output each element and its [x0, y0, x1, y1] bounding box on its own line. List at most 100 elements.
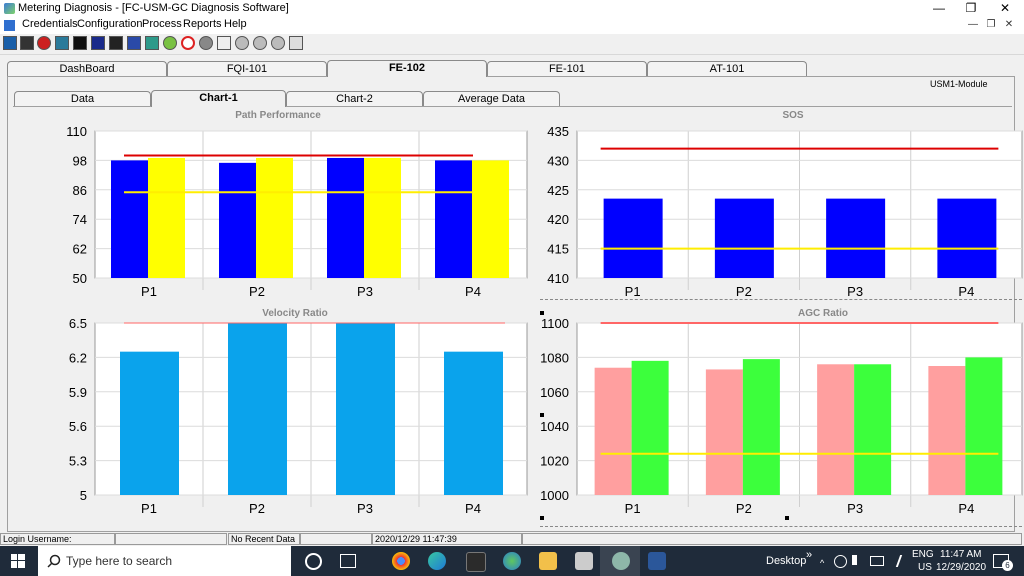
menu-configuration[interactable]: Configuration: [77, 18, 143, 30]
tray-up-icon[interactable]: ^: [820, 558, 825, 568]
y-tick-label: 86: [73, 183, 87, 198]
exit-icon[interactable]: [289, 36, 303, 50]
calculator-icon[interactable]: [575, 552, 593, 570]
stop-icon[interactable]: [181, 36, 195, 50]
x-tick-label: P1: [625, 284, 641, 299]
input-language[interactable]: ENG: [912, 549, 934, 560]
tab-dashboard[interactable]: DashBoard: [7, 61, 167, 76]
chart-1: 410 415 420 425 430 435 P1 P2 P3 P4 SOS: [547, 110, 1023, 299]
status-bar: Login Username: ENGINEE No Recent Data 2…: [0, 533, 1024, 555]
settings-icon[interactable]: [163, 36, 177, 50]
desktop-toolbar-label[interactable]: Desktop: [766, 555, 807, 567]
y-tick-label: 5.3: [69, 454, 87, 469]
bar: [826, 198, 886, 278]
chevron-icon[interactable]: »: [806, 549, 813, 561]
y-tick-label: 425: [547, 183, 569, 198]
tab-chart-2[interactable]: Chart-2: [286, 91, 423, 106]
bar: [937, 198, 997, 278]
status-blank: [115, 533, 227, 545]
network-globe-icon[interactable]: [834, 555, 847, 568]
chrome-icon[interactable]: [392, 552, 410, 570]
close-button[interactable]: ✕: [999, 1, 1011, 15]
tab-at-101[interactable]: AT-101: [647, 61, 807, 76]
tab-fqi-101[interactable]: FQI-101: [167, 61, 327, 76]
clock-time[interactable]: 11:47 AM: [940, 549, 982, 560]
minimize-button[interactable]: —: [933, 1, 945, 15]
battery-icon[interactable]: [870, 556, 884, 566]
mdi-minimize-button[interactable]: —: [968, 19, 978, 30]
mdi-restore-button[interactable]: ❐: [986, 19, 996, 30]
x-tick-label: P4: [958, 501, 974, 516]
menu-reports[interactable]: Reports: [183, 18, 222, 30]
network-icon[interactable]: [91, 36, 105, 50]
notification-count: 6: [1002, 560, 1013, 571]
wrench-icon[interactable]: [271, 36, 285, 50]
record-icon[interactable]: [37, 36, 51, 50]
monitor-icon[interactable]: [127, 36, 141, 50]
y-tick-label: 5.9: [69, 385, 87, 400]
input-region[interactable]: US: [918, 562, 932, 573]
resize-handle[interactable]: [540, 516, 544, 520]
bar: [435, 160, 472, 278]
chart-icon[interactable]: [145, 36, 159, 50]
recent-status: No Recent Data: [228, 533, 300, 545]
resize-handle[interactable]: [540, 311, 544, 315]
resize-handle[interactable]: [540, 413, 544, 417]
app-icon-1[interactable]: [466, 552, 486, 572]
pen-icon[interactable]: [887, 555, 903, 567]
print-icon[interactable]: [73, 36, 87, 50]
mdi-close-button[interactable]: ✕: [1004, 19, 1014, 30]
cortana-icon[interactable]: [305, 553, 322, 570]
y-tick-label: 1040: [540, 419, 569, 434]
cog-alt-icon[interactable]: [253, 36, 267, 50]
x-tick-label: P1: [141, 501, 157, 516]
x-tick-label: P2: [736, 501, 752, 516]
y-tick-label: 1000: [540, 488, 569, 503]
chart-3: 1000 1020 1040 1060 1080 1100 P1 P2 P3 P4 AGC Rati…: [540, 308, 1023, 516]
open-icon[interactable]: [3, 36, 17, 50]
cog-icon[interactable]: [235, 36, 249, 50]
y-tick-label: 62: [73, 242, 87, 257]
restore-button[interactable]: ❐: [965, 1, 977, 15]
menu-help[interactable]: Help: [224, 18, 247, 30]
folder-icon[interactable]: [539, 552, 557, 570]
tab-fe-102[interactable]: FE-102: [327, 60, 487, 77]
y-tick-label: 74: [73, 212, 87, 227]
word-icon[interactable]: [648, 552, 666, 570]
bar: [817, 364, 855, 495]
y-tick-label: 6.5: [69, 316, 87, 331]
tab-data[interactable]: Data: [14, 91, 151, 106]
y-tick-label: 6.2: [69, 350, 87, 365]
grid-icon[interactable]: [55, 36, 69, 50]
menu-process[interactable]: Process: [142, 18, 182, 30]
mdi-child-icon: [4, 20, 15, 31]
volume-icon[interactable]: [852, 555, 867, 565]
bar: [631, 360, 669, 495]
metering-app-icon[interactable]: [612, 552, 630, 570]
tab-fe-101[interactable]: FE-101: [487, 61, 647, 76]
windows-start-icon[interactable]: [11, 554, 25, 568]
lock-icon[interactable]: [109, 36, 123, 50]
gear-icon[interactable]: [199, 36, 213, 50]
taskbar-search[interactable]: Type here to search: [38, 546, 291, 576]
bar: [364, 157, 401, 278]
login-status: Login Username: ENGINEE: [0, 533, 115, 555]
active-app-highlight: [600, 546, 640, 576]
y-tick-label: 420: [547, 212, 569, 227]
tab-average-data[interactable]: Average Data: [423, 91, 560, 106]
menu-credentials[interactable]: Credentials: [22, 18, 78, 30]
tab-chart-1[interactable]: Chart-1: [151, 90, 286, 107]
page-icon[interactable]: [217, 36, 231, 50]
chart-0: 50 62 74 86 98 110 P1 P2 P3 P4 Path Performance: [66, 110, 528, 299]
globe-icon[interactable]: [503, 552, 521, 570]
module-label: USM1-Module: [930, 79, 988, 89]
save-icon[interactable]: [20, 36, 34, 50]
task-view-icon[interactable]: [340, 554, 356, 568]
x-tick-label: P2: [736, 284, 752, 299]
clock-date[interactable]: 12/29/2020: [936, 562, 987, 573]
resize-handle[interactable]: [785, 516, 789, 520]
bar: [928, 366, 966, 495]
edge-icon[interactable]: [428, 552, 446, 570]
x-tick-label: P2: [249, 284, 265, 299]
x-tick-label: P4: [465, 501, 481, 516]
